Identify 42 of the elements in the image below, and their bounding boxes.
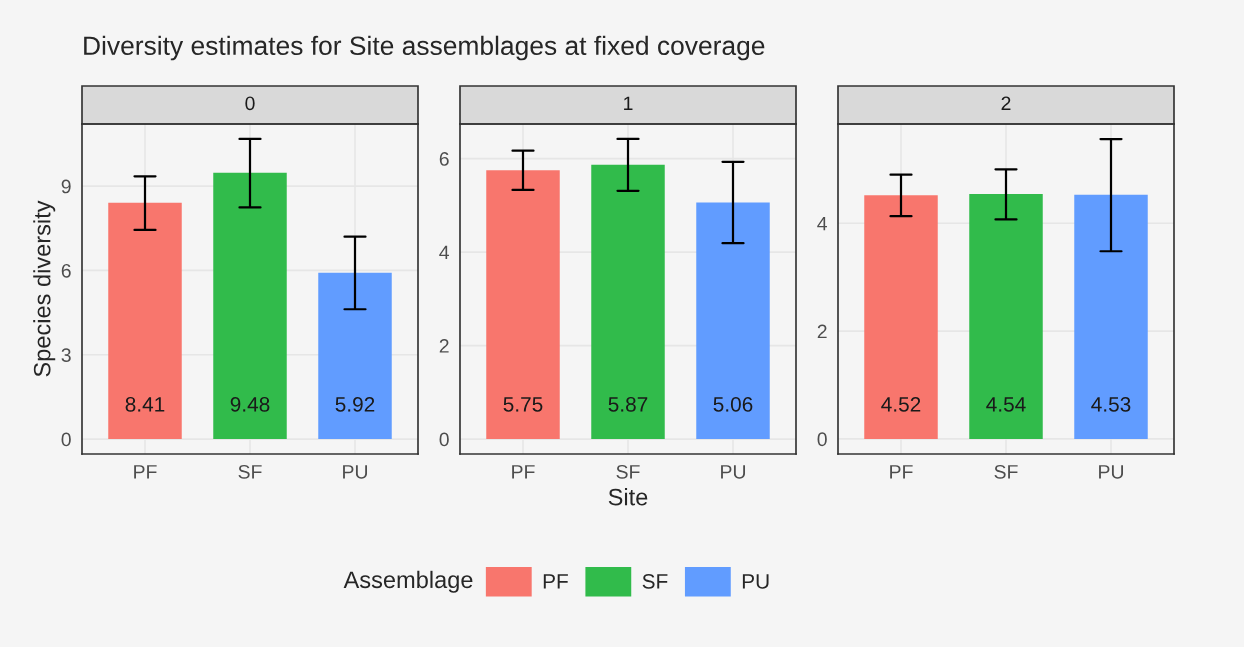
data-label: 4.54: [986, 397, 1026, 412]
chart-title: Diversity estimates for Site assemblages at fixed coverage: [84, 35, 765, 61]
y-tick-label: 0: [61, 432, 71, 447]
chart-subtitle: 2: [1001, 96, 1011, 111]
legend-label: PU: [742, 574, 769, 589]
data-label: 5.06: [713, 396, 753, 412]
legend-label: SF: [642, 573, 668, 589]
x-tick-label: SF: [616, 464, 640, 479]
y-tick-label: 6: [439, 152, 449, 166]
x-tick-label: PU: [721, 465, 745, 479]
bar: [108, 202, 182, 440]
data-label: 9.48: [230, 396, 270, 412]
y-tick-label: 0: [817, 432, 827, 447]
data-label: 5.92: [335, 396, 375, 412]
data-label: 5.87: [608, 396, 648, 412]
legend-title: Assemblage: [343, 570, 473, 593]
y-tick-label: 2: [817, 324, 827, 339]
x-tick-label: PF: [890, 465, 913, 479]
y-tick-label: 6: [61, 263, 71, 278]
x-tick-label: SF: [994, 464, 1018, 479]
data-label: 5.75: [503, 397, 543, 412]
data-label: 4.52: [881, 396, 921, 412]
bar: [213, 172, 287, 440]
y-tick-label: 4: [817, 216, 828, 231]
x-tick-label: PU: [1099, 465, 1123, 479]
data-label: 4.53: [1091, 396, 1131, 412]
y-axis-title: Species diversity: [33, 200, 56, 377]
data-label: 8.41: [125, 396, 165, 412]
legend-label: PF: [543, 574, 568, 589]
x-tick-label: SF: [238, 464, 262, 479]
x-tick-label: PU: [343, 465, 367, 479]
y-tick-label: 4: [439, 245, 450, 260]
y-tick-label: 2: [439, 339, 449, 353]
y-tick-label: 0: [439, 432, 449, 447]
x-tick-label: PF: [512, 465, 535, 479]
chart-subtitle: 0: [245, 96, 255, 111]
x-axis-title: Site: [608, 488, 648, 506]
y-tick-label: 9: [61, 179, 71, 194]
x-tick-label: PF: [134, 465, 157, 479]
y-tick-label: 3: [61, 348, 71, 363]
bar: [318, 272, 392, 440]
chart-subtitle: 1: [624, 96, 633, 111]
